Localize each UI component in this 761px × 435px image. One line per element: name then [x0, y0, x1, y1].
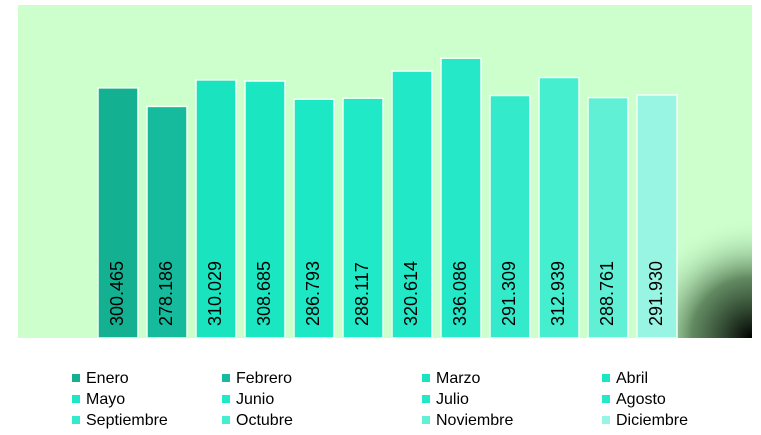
legend-label: Julio	[436, 391, 469, 408]
bar	[342, 97, 384, 339]
value-label: 336.086	[450, 261, 470, 326]
legend-swatch	[602, 395, 610, 403]
bar	[146, 105, 188, 339]
value-label: 278.186	[156, 261, 176, 326]
bar	[636, 94, 678, 339]
bar	[440, 57, 482, 339]
legend-label: Septiembre	[86, 412, 168, 429]
bar	[293, 98, 335, 339]
value-label: 291.309	[499, 261, 519, 326]
legend-swatch	[222, 374, 230, 382]
value-label: 312.939	[548, 261, 568, 326]
legend-swatch	[72, 374, 80, 382]
bar	[97, 87, 139, 339]
legend-label: Junio	[236, 391, 274, 408]
bar	[195, 79, 237, 339]
value-label: 320.614	[401, 261, 421, 326]
bar	[587, 96, 629, 339]
legend-label: Marzo	[436, 370, 481, 387]
legend-swatch	[72, 395, 80, 403]
legend-swatch	[72, 416, 80, 424]
legend-swatch	[422, 416, 430, 424]
value-label: 288.761	[597, 261, 617, 326]
bar	[538, 76, 580, 339]
plot-background	[18, 5, 752, 338]
value-label: 308.685	[254, 261, 274, 326]
value-label: 291.930	[646, 261, 666, 326]
bar	[489, 94, 531, 339]
legend-label: Diciembre	[616, 412, 688, 429]
legend-label: Abril	[616, 370, 648, 387]
legend-label: Noviembre	[436, 412, 513, 429]
legend-label: Mayo	[86, 391, 125, 408]
legend-label: Agosto	[616, 391, 666, 408]
legend-swatch	[422, 374, 430, 382]
value-label: 288.117	[352, 262, 372, 326]
legend-label: Octubre	[236, 412, 293, 429]
legend-swatch	[422, 395, 430, 403]
legend-swatch	[602, 374, 610, 382]
legend-label: Febrero	[236, 370, 292, 387]
value-label: 286.793	[303, 261, 323, 326]
value-label: 310.029	[205, 261, 225, 326]
legend-label: Enero	[86, 370, 129, 387]
bar	[391, 70, 433, 339]
value-label: 300.465	[107, 261, 127, 326]
legend-swatch	[602, 416, 610, 424]
bar	[244, 80, 286, 339]
legend-swatch	[222, 395, 230, 403]
legend-swatch	[222, 416, 230, 424]
